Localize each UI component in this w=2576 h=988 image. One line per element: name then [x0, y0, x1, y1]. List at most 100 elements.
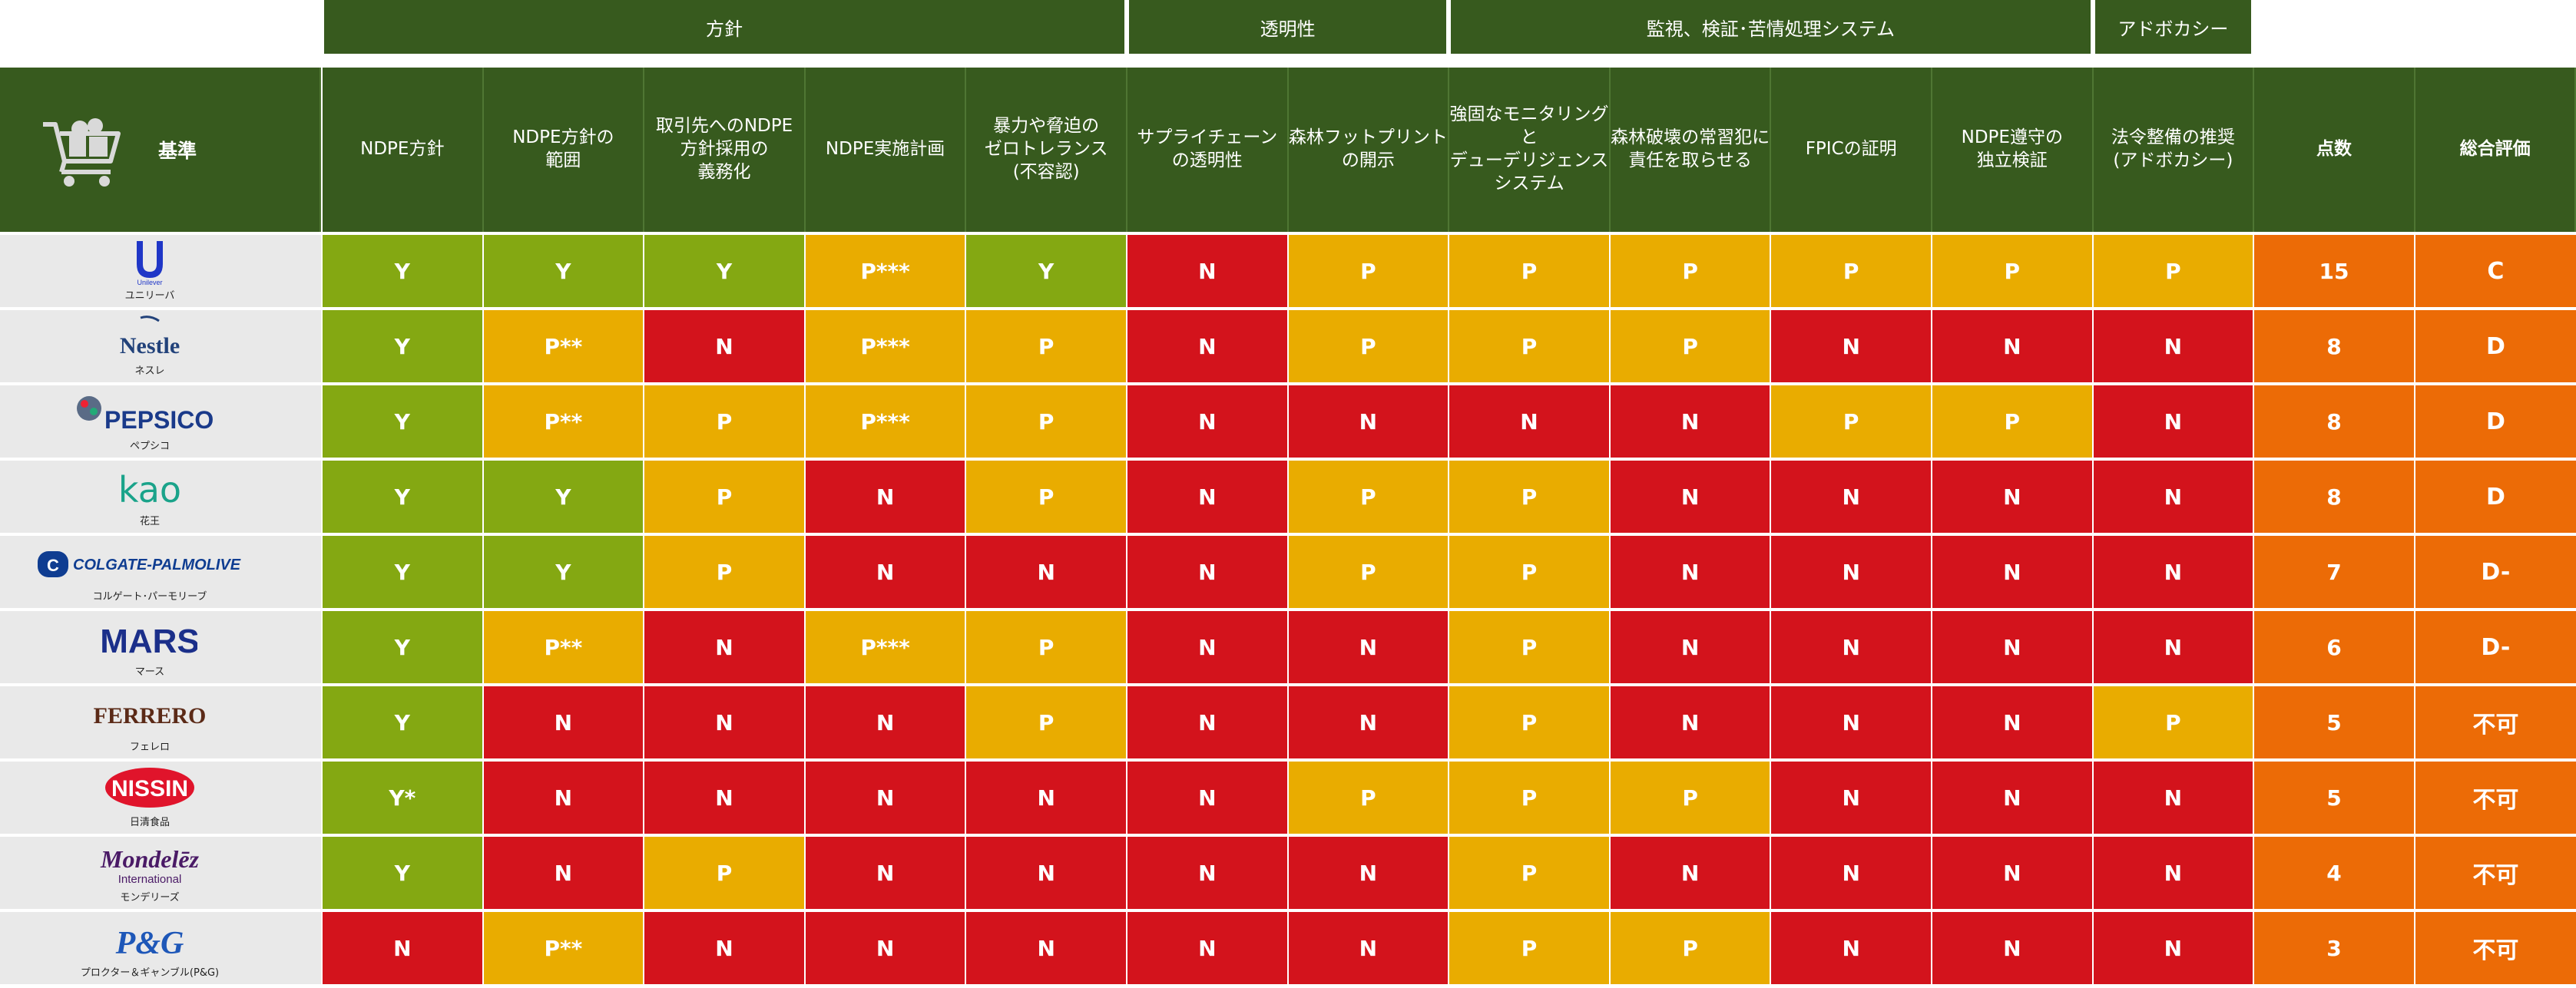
rating-cell: N: [1610, 385, 1772, 458]
grade-cell: 不可: [2415, 912, 2576, 984]
rating-cell: P: [1449, 310, 1611, 382]
category-header: アドボカシー: [2094, 0, 2252, 54]
rating-cell: P: [1449, 461, 1611, 533]
company-logo-cell: P&G プロクター＆ギャンブル(P&G): [0, 912, 321, 986]
grade-cell: C: [2415, 235, 2576, 307]
rating-cell: N: [2093, 461, 2255, 533]
rating-cell: N: [1932, 611, 2094, 683]
rating-cell: N: [1771, 837, 1932, 909]
company-logo: Unilever: [0, 238, 300, 286]
company-logo: NISSIN: [0, 765, 300, 812]
rating-cell: N: [966, 762, 1127, 834]
score-cell: 15: [2254, 235, 2415, 307]
rating-cell: N: [2093, 310, 2255, 382]
rating-cell: N: [1288, 912, 1450, 984]
rating-cell: P: [1449, 536, 1611, 608]
rating-cell: N: [1449, 385, 1611, 458]
rating-cell: P: [644, 385, 806, 458]
rating-cell: P: [1449, 611, 1611, 683]
svg-text:International: International: [118, 873, 182, 886]
rating-cell: P: [1449, 912, 1611, 984]
rating-cell: Y: [966, 235, 1127, 307]
grade-cell: D: [2415, 310, 2576, 382]
company-logo-cell: PEPSICO ペプシコ: [0, 385, 321, 459]
company-name: マース: [134, 666, 165, 678]
rating-cell: P***: [805, 611, 967, 683]
column-header: 強固なモニタリングと デューデリジェンス システム: [1449, 68, 1611, 232]
company-logo-cell: kao 花王: [0, 461, 321, 534]
rating-cell: P: [1449, 762, 1611, 834]
grade-cell: 不可: [2415, 686, 2576, 758]
svg-text:NISSIN: NISSIN: [111, 776, 188, 801]
rating-cell: P**: [483, 912, 645, 984]
rating-cell: Y: [483, 235, 645, 307]
score-cell: 5: [2254, 686, 2415, 758]
category-header: 方針: [324, 0, 1124, 54]
column-header: 総合評価: [2415, 68, 2576, 232]
rating-cell: N: [805, 536, 967, 608]
table-row: FERRERO フェレロ Y N N N P N N P N N N P 5 不可: [0, 686, 2576, 760]
rating-cell: P**: [483, 310, 645, 382]
rating-cell: N: [1127, 385, 1289, 458]
table-row: kao 花王 Y Y P N P N P P N N N N 8 D: [0, 461, 2576, 534]
rating-cell: N: [1771, 611, 1932, 683]
rating-cell: N: [805, 837, 967, 909]
grade-cell: D-: [2415, 611, 2576, 683]
rating-cell: Y: [323, 686, 484, 758]
rating-cell: N: [2093, 762, 2255, 834]
rating-cell: N: [1127, 536, 1289, 608]
column-header: NDPE方針: [323, 68, 484, 232]
grade-cell: 不可: [2415, 837, 2576, 909]
company-name: ユニリーバ: [124, 290, 175, 302]
rating-cell: N: [1610, 461, 1772, 533]
rating-cell: P: [1288, 310, 1450, 382]
rating-cell: N: [1288, 686, 1450, 758]
rating-cell: P: [1288, 762, 1450, 834]
rating-cell: P: [1449, 837, 1611, 909]
table-row: P&G プロクター＆ギャンブル(P&G) N P** N N N N N P P N N N 3 不可: [0, 912, 2576, 986]
score-cell: 4: [2254, 837, 2415, 909]
rating-cell: N: [323, 912, 484, 984]
rating-cell: P: [1610, 912, 1772, 984]
rating-cell: N: [1771, 310, 1932, 382]
rating-cell: P: [2093, 686, 2255, 758]
svg-text:COLGATE-PALMOLIVE: COLGATE-PALMOLIVE: [73, 557, 241, 573]
score-cell: 6: [2254, 611, 2415, 683]
rating-cell: P***: [805, 235, 967, 307]
rating-cell: N: [1127, 235, 1289, 307]
rating-cell: P: [966, 461, 1127, 533]
rating-cell: P: [1288, 235, 1450, 307]
rating-cell: N: [644, 912, 806, 984]
svg-text:P&G: P&G: [115, 926, 184, 961]
table-row: Mondelēz International モンデリーズ Y N P N N N N P N N N N 4…: [0, 837, 2576, 910]
table-row: MARS マース Y P** N P*** P N N P N N N N 6 D-: [0, 611, 2576, 685]
column-header: 取引先へのNDPE 方針採用の 義務化: [644, 68, 806, 232]
column-header: サプライチェーン の透明性: [1127, 68, 1289, 232]
table-row: NISSIN 日清食品 Y* N N N N N P P P N N N 5 不可: [0, 762, 2576, 835]
grade-cell: D-: [2415, 536, 2576, 608]
criteria-header: 基準: [0, 68, 321, 232]
svg-text:Mondelēz: Mondelēz: [100, 845, 200, 873]
column-header: 森林破壊の常習犯に 責任を取らせる: [1610, 68, 1772, 232]
company-logo-cell: Unilever ユニリーバ: [0, 235, 321, 309]
rating-cell: N: [1932, 310, 2094, 382]
company-name: 花王: [139, 516, 160, 527]
score-cell: 5: [2254, 762, 2415, 834]
rating-cell: Y: [644, 235, 806, 307]
rating-cell: P: [2093, 235, 2255, 307]
grade-cell: D: [2415, 461, 2576, 533]
rating-cell: N: [2093, 837, 2255, 909]
rating-cell: N: [1288, 837, 1450, 909]
column-header: 法令整備の推奨 (アドボカシー): [2093, 68, 2255, 232]
rating-cell: P: [644, 837, 806, 909]
company-name: モンデリーズ: [120, 892, 180, 904]
company-logo: PEPSICO: [0, 388, 300, 436]
rating-cell: N: [1932, 912, 2094, 984]
grade-cell: D: [2415, 385, 2576, 458]
table-row: PEPSICO ペプシコ Y P** P P*** P N N N N P P N 8 D: [0, 385, 2576, 459]
company-logo-cell: MARS マース: [0, 611, 321, 685]
score-cell: 8: [2254, 385, 2415, 458]
rating-cell: Y*: [323, 762, 484, 834]
column-header: FPICの証明: [1771, 68, 1932, 232]
